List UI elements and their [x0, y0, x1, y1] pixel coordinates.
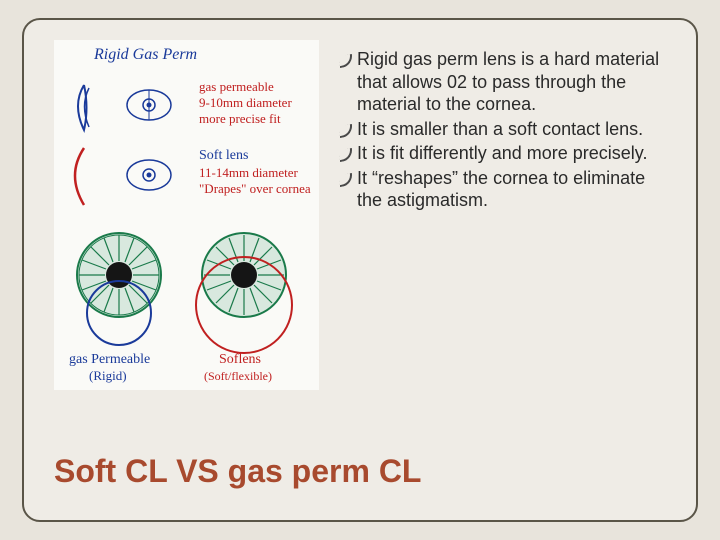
bullet-text: It is fit differently and more precisely…: [357, 143, 647, 163]
bullet-item: It is fit differently and more precisely…: [339, 142, 666, 165]
slide-title: Soft CL VS gas perm CL: [54, 453, 421, 490]
content-row: Rigid Gas Perm gas permeable 9-10mm diam…: [54, 40, 666, 390]
bullet-text: It “reshapes” the cornea to eliminate th…: [357, 168, 645, 211]
bullet-list: Rigid gas perm lens is a hard material t…: [339, 40, 666, 390]
diagram-illustration: Rigid Gas Perm gas permeable 9-10mm diam…: [54, 40, 319, 390]
bullet-text: Rigid gas perm lens is a hard material t…: [357, 49, 659, 114]
diagram-svg: [54, 40, 319, 390]
bullet-item: It is smaller than a soft contact lens.: [339, 118, 666, 141]
bullet-item: It “reshapes” the cornea to eliminate th…: [339, 167, 666, 212]
bullet-item: Rigid gas perm lens is a hard material t…: [339, 48, 666, 116]
slide-frame: Rigid Gas Perm gas permeable 9-10mm diam…: [22, 18, 698, 522]
bullet-text: It is smaller than a soft contact lens.: [357, 119, 643, 139]
